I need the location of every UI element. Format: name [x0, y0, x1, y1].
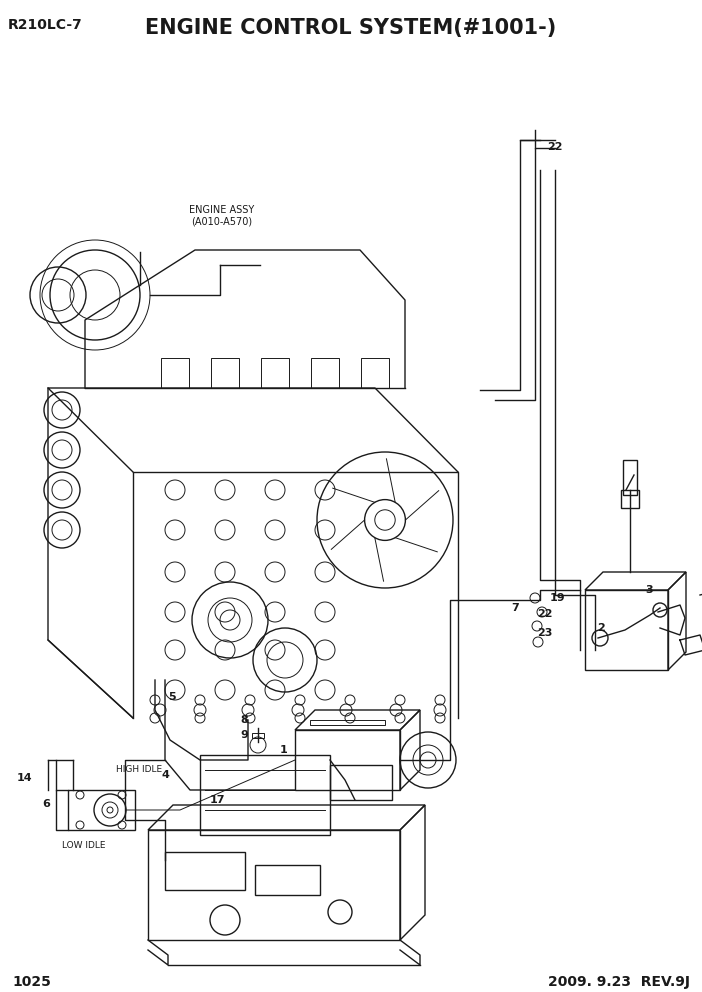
Bar [252, 733, 264, 738]
Bar [330, 765, 392, 800]
Text: 7: 7 [511, 603, 519, 613]
Text: 22: 22 [547, 142, 562, 152]
Bar [165, 852, 245, 890]
Bar [585, 590, 668, 670]
Bar [255, 865, 320, 895]
FancyBboxPatch shape [161, 358, 189, 388]
Text: 14: 14 [16, 773, 32, 783]
Text: 23: 23 [537, 628, 552, 638]
Text: 1: 1 [280, 745, 288, 755]
FancyBboxPatch shape [361, 358, 389, 388]
Bar [295, 730, 400, 790]
Text: ENGINE ASSY
(A010-A570): ENGINE ASSY (A010-A570) [190, 205, 255, 226]
Bar [621, 490, 639, 508]
Text: 22: 22 [537, 609, 552, 619]
Text: 2009. 9.23  REV.9J: 2009. 9.23 REV.9J [548, 975, 690, 989]
Text: 3: 3 [645, 585, 653, 595]
Bar [68, 790, 135, 830]
Bar [310, 720, 385, 725]
Text: 2: 2 [597, 623, 604, 633]
Text: R210LC-7: R210LC-7 [8, 18, 83, 32]
Text: 17: 17 [210, 795, 225, 805]
Text: 19: 19 [550, 593, 566, 603]
FancyBboxPatch shape [311, 358, 339, 388]
Text: 8: 8 [240, 715, 248, 725]
Text: 6: 6 [42, 799, 50, 809]
Bar [148, 830, 400, 940]
Text: 1025: 1025 [12, 975, 51, 989]
Text: 4: 4 [162, 770, 170, 780]
Text: 5: 5 [168, 692, 176, 702]
FancyBboxPatch shape [261, 358, 289, 388]
Bar [623, 460, 637, 495]
Text: HIGH IDLE: HIGH IDLE [116, 766, 162, 775]
Text: 9: 9 [240, 730, 248, 740]
FancyBboxPatch shape [211, 358, 239, 388]
Text: ENGINE CONTROL SYSTEM(#1001-): ENGINE CONTROL SYSTEM(#1001-) [145, 18, 557, 38]
Text: LOW IDLE: LOW IDLE [62, 840, 105, 849]
